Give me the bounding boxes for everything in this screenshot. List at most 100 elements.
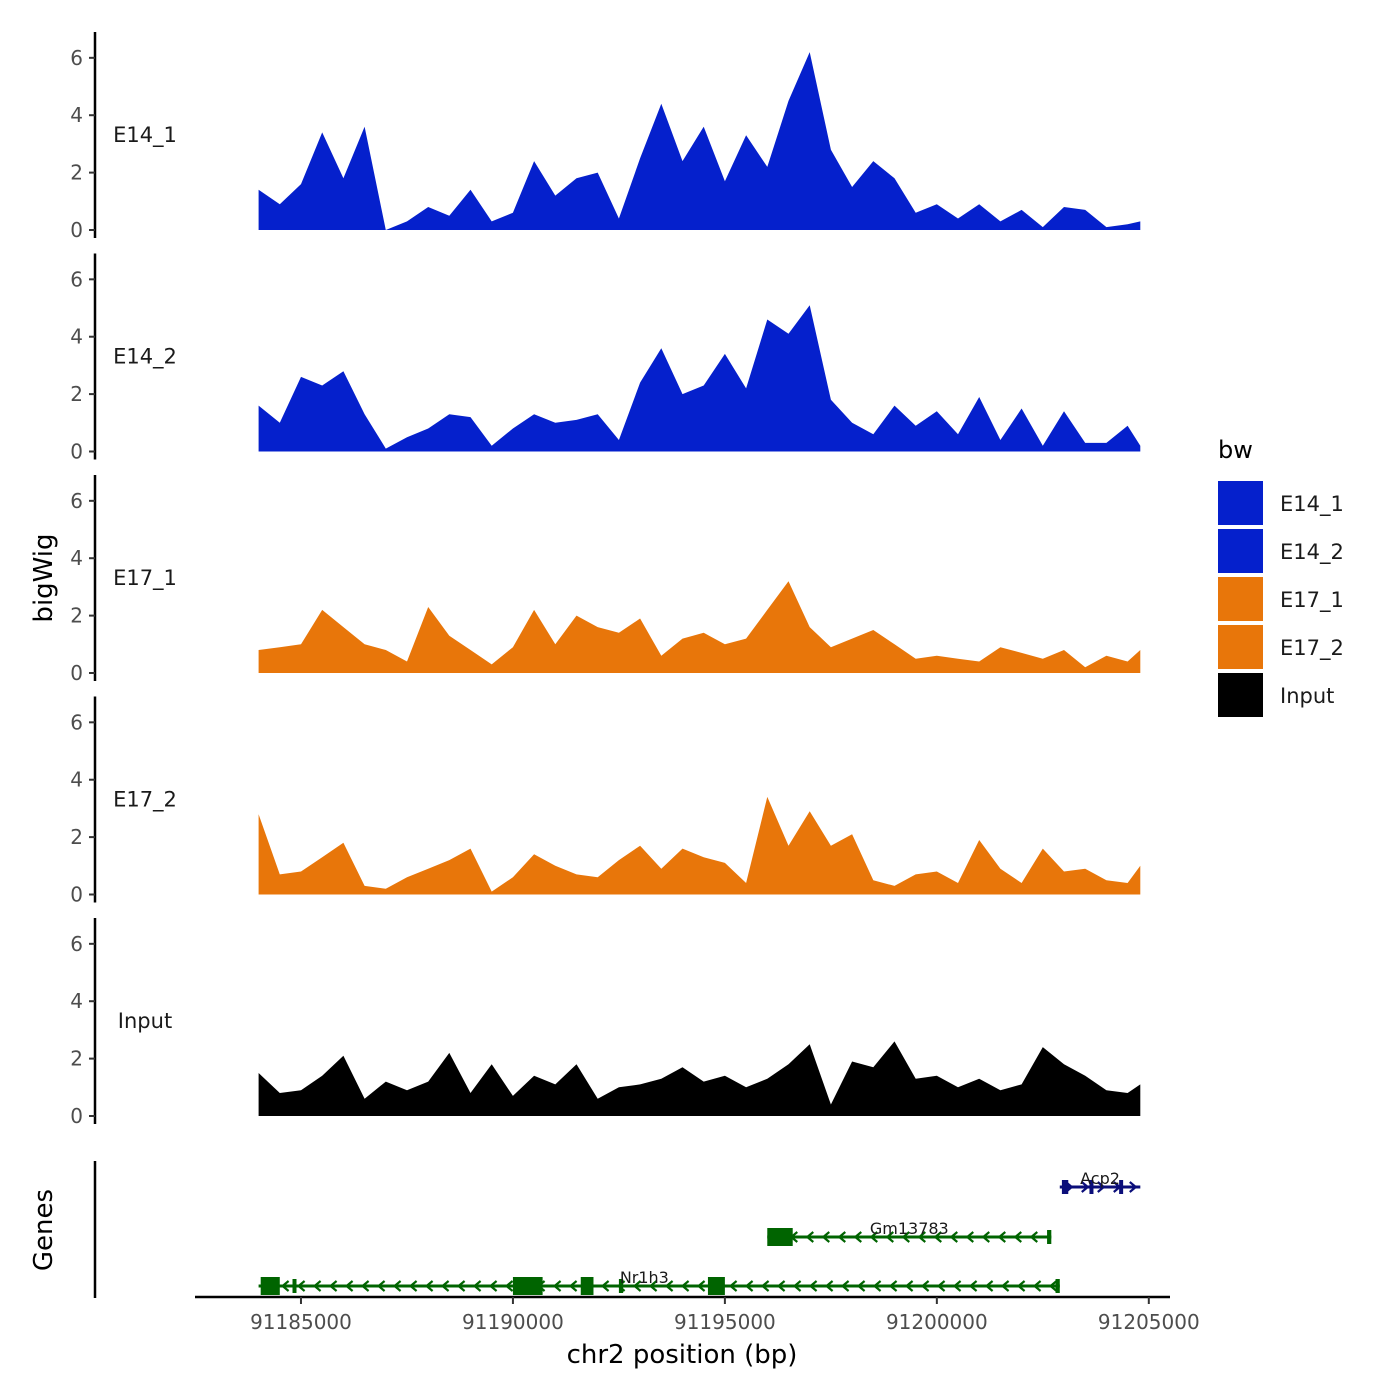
strand-arrow bbox=[1013, 1231, 1022, 1243]
strand-arrow bbox=[472, 1280, 482, 1292]
gene-exon bbox=[1047, 1230, 1052, 1244]
signal-area-e14_2 bbox=[258, 305, 1141, 452]
gene-label: Acp2 bbox=[1080, 1169, 1120, 1188]
x-tick-label: 91195000 bbox=[674, 1310, 776, 1334]
strand-arrow bbox=[805, 1231, 814, 1243]
x-tick-label: 91200000 bbox=[886, 1310, 988, 1334]
track-label: E17_1 bbox=[113, 566, 177, 591]
strand-arrow bbox=[632, 1280, 642, 1292]
track-e14_2: 0 2 4 6 E14_2 bbox=[70, 253, 1141, 464]
track-e17_1: 0 2 4 6 E17_1 bbox=[70, 475, 1141, 685]
gene-label: Gm13783 bbox=[870, 1219, 949, 1238]
strand-arrow bbox=[1129, 1181, 1138, 1193]
signal-area-input bbox=[258, 1041, 1141, 1116]
strand-arrow bbox=[952, 1280, 962, 1292]
legend-label: E14_2 bbox=[1280, 540, 1344, 565]
strand-arrow bbox=[968, 1280, 978, 1292]
strand-arrow bbox=[869, 1231, 878, 1243]
y-tick-label: 4 bbox=[70, 989, 83, 1013]
gene-exon bbox=[1061, 1180, 1069, 1194]
strand-arrow bbox=[312, 1280, 322, 1292]
strand-arrow bbox=[744, 1280, 754, 1292]
gene-exon bbox=[1089, 1180, 1094, 1194]
legend-key-input bbox=[1218, 673, 1263, 717]
track-label: E14_2 bbox=[113, 345, 177, 370]
strand-arrow bbox=[984, 1280, 994, 1292]
track-label: Input bbox=[118, 1009, 172, 1033]
strand-arrow bbox=[1097, 1181, 1106, 1193]
strand-arrow bbox=[680, 1280, 690, 1292]
gene-exon bbox=[618, 1279, 624, 1293]
strand-arrow bbox=[1081, 1181, 1090, 1193]
x-axis: 91185000 91190000 91195000 91200000 91205000… bbox=[195, 1295, 1200, 1370]
strand-arrow bbox=[821, 1231, 830, 1243]
strand-arrow bbox=[392, 1280, 402, 1292]
strand-arrow bbox=[344, 1280, 354, 1292]
x-axis-title: chr2 position (bp) bbox=[567, 1340, 798, 1370]
legend-title: bw bbox=[1218, 436, 1253, 464]
gene-label: Nr1h3 bbox=[620, 1268, 669, 1287]
legend-key-e17_1 bbox=[1218, 577, 1263, 621]
y-tick-label: 2 bbox=[70, 161, 83, 185]
strand-arrow bbox=[408, 1280, 418, 1292]
strand-arrow bbox=[728, 1280, 738, 1292]
gene-exon bbox=[1119, 1180, 1124, 1194]
strand-arrow bbox=[664, 1280, 674, 1292]
strand-arrow bbox=[376, 1280, 386, 1292]
strand-arrow bbox=[552, 1280, 562, 1292]
strand-arrow bbox=[1016, 1280, 1026, 1292]
signal-area-e17_2 bbox=[258, 796, 1141, 895]
strand-arrow bbox=[488, 1280, 498, 1292]
signal-area-e17_1 bbox=[258, 581, 1141, 673]
strand-arrow bbox=[296, 1280, 306, 1292]
y-tick-label: 2 bbox=[70, 1047, 83, 1071]
y-tick-label: 2 bbox=[70, 825, 83, 849]
strand-arrow bbox=[456, 1280, 466, 1292]
strand-arrow bbox=[1048, 1280, 1058, 1292]
legend-key-e14_1 bbox=[1218, 481, 1263, 525]
legend: bw E14_1 E14_2 E17_1 E17_2 Input bbox=[1218, 436, 1344, 717]
strand-arrow bbox=[280, 1280, 290, 1292]
strand-arrow bbox=[696, 1280, 706, 1292]
strand-arrow bbox=[856, 1280, 866, 1292]
strand-arrow bbox=[904, 1280, 914, 1292]
y-tick-label: 2 bbox=[70, 604, 83, 628]
y-tick-label: 0 bbox=[70, 1104, 83, 1128]
track-label: E17_2 bbox=[113, 788, 177, 813]
y-tick-label: 4 bbox=[70, 768, 83, 792]
signal-area-e14_1 bbox=[258, 52, 1141, 230]
gene-exon bbox=[292, 1279, 297, 1293]
strand-arrow bbox=[360, 1280, 370, 1292]
strand-arrow bbox=[840, 1280, 850, 1292]
x-tick-label: 91190000 bbox=[462, 1310, 564, 1334]
strand-arrow bbox=[824, 1280, 834, 1292]
y-axis-title: bigWig bbox=[29, 533, 59, 622]
legend-label: E17_2 bbox=[1280, 636, 1344, 661]
strand-arrow bbox=[837, 1231, 846, 1243]
strand-arrow bbox=[885, 1231, 894, 1243]
strand-arrow bbox=[568, 1280, 578, 1292]
gene-exon bbox=[580, 1277, 594, 1295]
signal-tracks: 0 2 4 6 E14_1 0 2 4 6 E14_2 0 2 4 6 E17_1 0 2 4 6 E17_2 0 2 4 6… bbox=[70, 32, 1141, 1128]
y-tick-label: 0 bbox=[70, 661, 83, 685]
track-label: E14_1 bbox=[113, 123, 177, 148]
gene-models: Acp2 Gm13783 Nr1h3 bbox=[258, 1169, 1141, 1295]
strand-arrow bbox=[808, 1280, 818, 1292]
y-tick-label: 6 bbox=[70, 489, 83, 513]
legend-items: E14_1 E14_2 E17_1 E17_2 Input bbox=[1218, 481, 1344, 717]
gene-exon bbox=[512, 1277, 543, 1295]
y-tick-label: 0 bbox=[70, 883, 83, 907]
strand-arrow bbox=[949, 1231, 958, 1243]
strand-arrow bbox=[648, 1280, 658, 1292]
track-input: 0 2 4 6 Input bbox=[70, 918, 1141, 1128]
gene-exon bbox=[707, 1277, 725, 1295]
y-tick-label: 0 bbox=[70, 440, 83, 464]
gene-exon bbox=[767, 1228, 793, 1246]
y-tick-label: 4 bbox=[70, 103, 83, 127]
strand-arrow bbox=[1029, 1231, 1038, 1243]
strand-arrow bbox=[965, 1231, 974, 1243]
strand-arrow bbox=[792, 1280, 802, 1292]
gene-acp2: Acp2 bbox=[1059, 1169, 1141, 1194]
strand-arrow bbox=[920, 1280, 930, 1292]
